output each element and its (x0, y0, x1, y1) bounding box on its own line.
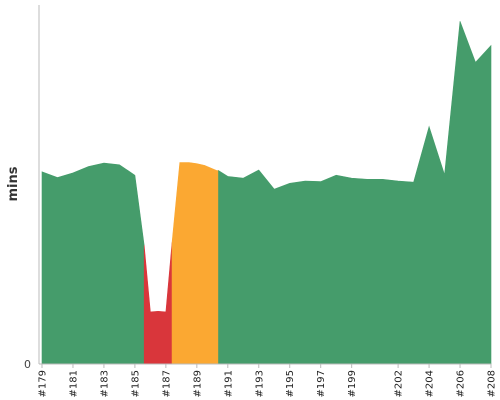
chart-areas (41, 21, 492, 365)
x-tick-label: #199 (347, 370, 358, 397)
y-axis-title: mins (6, 166, 21, 201)
x-tick-label: #185 (130, 370, 141, 397)
area-segment-success-3 (218, 21, 492, 365)
x-tick-label: #183 (99, 370, 110, 397)
x-tick-label: #202 (394, 370, 405, 397)
x-tick-label: #204 (425, 370, 436, 397)
x-axis-ticks: #179 #181 #183 #185 #187 #189 #191 #193 #195 #197… (38, 364, 498, 397)
x-tick-label: #208 (487, 370, 498, 397)
area-segment-failed-1 (143, 242, 173, 365)
x-tick-label: #187 (161, 370, 172, 397)
y-axis-ticks: 0 (24, 358, 31, 371)
x-tick-label: #181 (68, 370, 79, 397)
x-tick-label: #179 (38, 370, 49, 397)
x-tick-label: #193 (254, 370, 265, 397)
y-tick-label: 0 (24, 358, 31, 371)
x-tick-label: #195 (285, 370, 296, 397)
x-tick-label: #197 (316, 370, 327, 397)
x-tick-label: #206 (456, 370, 467, 397)
area-segment-success-0 (41, 162, 145, 365)
x-tick-label: #191 (223, 370, 234, 397)
area-segment-unstable-2 (171, 162, 219, 365)
x-tick-label: #189 (192, 370, 203, 397)
